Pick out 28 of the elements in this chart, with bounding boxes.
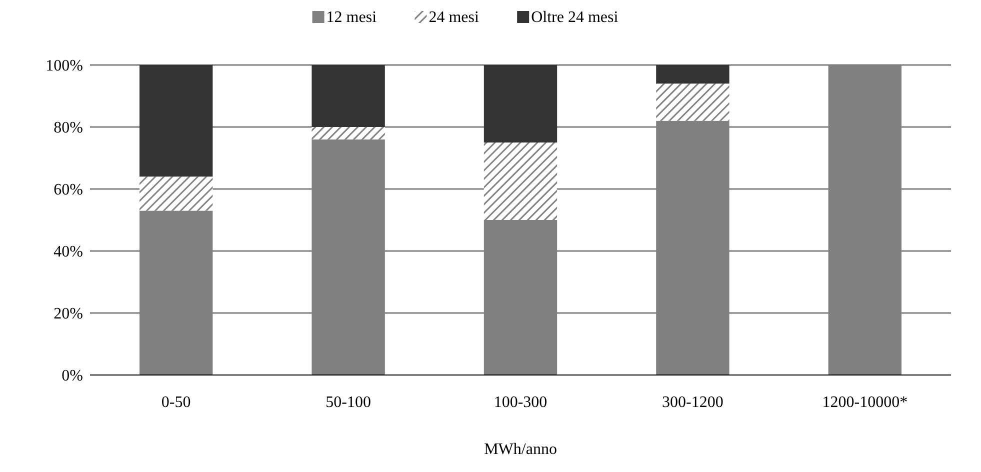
legend-label: Oltre 24 mesi <box>531 9 619 26</box>
bar <box>484 65 558 142</box>
bar <box>140 176 213 211</box>
bar <box>140 65 213 177</box>
bar <box>312 127 385 140</box>
x-tick-label: 50-100 <box>326 394 371 411</box>
y-tick-label: 60% <box>54 182 83 199</box>
bar <box>484 142 558 220</box>
bar <box>656 65 730 84</box>
x-tick-label: 100-300 <box>494 394 548 411</box>
bar <box>656 120 730 375</box>
x-tick-label: 0-50 <box>161 394 191 411</box>
bar <box>312 65 385 127</box>
y-tick-label: 80% <box>54 120 83 137</box>
y-tick-label: 0% <box>62 368 83 385</box>
bar <box>312 139 385 375</box>
bar <box>140 210 213 375</box>
legend-label: 24 mesi <box>428 9 480 26</box>
y-tick-label: 20% <box>54 306 83 323</box>
bar <box>828 65 902 375</box>
x-axis-title: MWh/anno <box>484 441 557 458</box>
y-tick-label: 100% <box>46 58 83 75</box>
bar <box>656 84 730 121</box>
x-tick-label: 300-1200 <box>662 394 724 411</box>
legend-label: 12 mesi <box>326 9 378 26</box>
y-tick-label: 40% <box>54 244 83 261</box>
bar <box>484 220 558 375</box>
x-tick-label: 1200-10000* <box>822 394 908 411</box>
